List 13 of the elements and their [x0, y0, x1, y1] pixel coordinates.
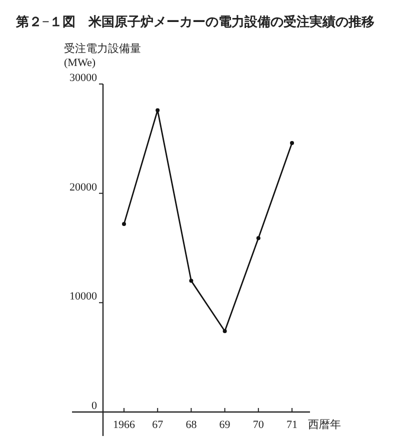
- x-tick-label: 68: [186, 419, 198, 431]
- y-axis-title: 受注電力設備量 (MWe): [64, 42, 141, 69]
- x-tick-label: 69: [219, 419, 231, 431]
- x-tick-label: 71: [286, 419, 298, 431]
- y-tick-label: 10000: [70, 290, 98, 303]
- x-tick-label: 67: [152, 419, 164, 431]
- y-tick-label: 20000: [70, 181, 98, 194]
- x-tick-label: 70: [252, 419, 264, 431]
- x-axis-title: 西暦年: [308, 419, 341, 431]
- y-tick-label: 0: [92, 400, 98, 412]
- y-tick-label: 30000: [70, 72, 98, 84]
- x-tick-label: 1966: [113, 419, 136, 431]
- chart-title: 第２−１図 米国原子炉メーカーの電力設備の受注実績の推移: [15, 14, 374, 29]
